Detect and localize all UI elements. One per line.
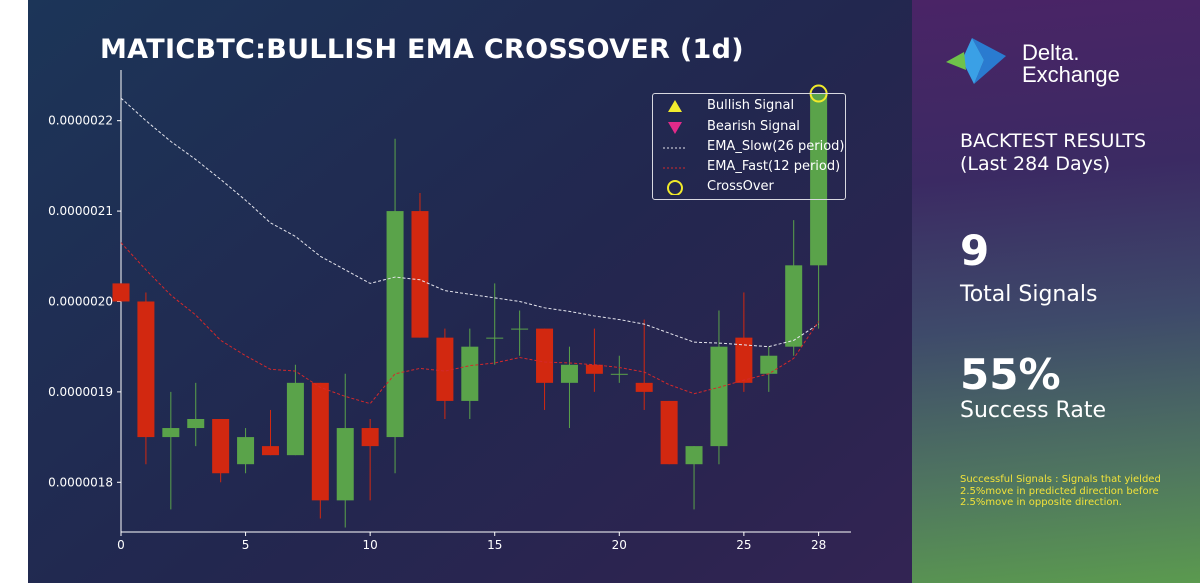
dashed-line-icon xyxy=(663,147,687,149)
legend-label: EMA_Fast(12 period) xyxy=(707,159,841,174)
bear-candle xyxy=(112,283,130,302)
y-tick-label: 0.0000018 xyxy=(48,475,113,489)
bear-candle xyxy=(635,382,653,392)
x-tick-label: 25 xyxy=(736,538,751,552)
bull-candle xyxy=(710,346,728,447)
bull-candle xyxy=(162,428,180,438)
y-tick-label: 0.0000019 xyxy=(48,385,113,399)
bear-candle xyxy=(660,400,678,465)
x-tick-label: 10 xyxy=(363,538,378,552)
bull-candle xyxy=(461,346,479,401)
bull-candle xyxy=(685,446,703,465)
bear-candle xyxy=(536,328,554,383)
bull-candle xyxy=(336,428,354,501)
triangle-up-icon xyxy=(668,100,682,112)
dashed-line-icon xyxy=(663,167,687,169)
bear-candle xyxy=(261,446,279,456)
total-signals-value: 9 xyxy=(960,226,990,275)
chart-title: MATICBTC:BULLISH EMA CROSSOVER (1d) xyxy=(100,34,744,65)
delta-logo-icon xyxy=(946,38,1006,84)
footnote: Successful Signals : Signals that yielde… xyxy=(960,474,1161,508)
candlestick-chart: 0.0000018 0.0000019 0.0000020 0.0000021 0.00… xyxy=(48,70,851,552)
results-panel: Delta. Exchange BACKTEST RESULTS (Last 2… xyxy=(912,0,1200,583)
bear-candle xyxy=(361,428,379,447)
backtest-heading: BACKTEST RESULTS xyxy=(960,130,1147,152)
bull-candle xyxy=(187,419,205,429)
x-tick-label: 15 xyxy=(487,538,502,552)
legend-label: CrossOver xyxy=(707,179,774,194)
bull-candle xyxy=(237,437,255,465)
bull-candle xyxy=(610,373,628,375)
total-signals-label: Total Signals xyxy=(960,282,1098,307)
bull-candle xyxy=(286,382,304,456)
legend-label: EMA_Slow(26 period) xyxy=(707,139,845,154)
ema-slow-line xyxy=(120,97,819,348)
bull-candle xyxy=(486,337,504,339)
chart-legend: Bullish Signal Bearish Signal EMA_Slow(2… xyxy=(652,93,846,200)
bull-candle xyxy=(810,93,828,266)
y-tick-label: 0.0000020 xyxy=(48,294,113,308)
bear-candle xyxy=(212,419,230,474)
bear-candle xyxy=(436,337,454,401)
bear-candle xyxy=(411,211,429,338)
backtest-period: (Last 284 Days) xyxy=(960,153,1111,175)
bull-candle xyxy=(386,211,404,438)
triangle-down-icon xyxy=(668,122,682,134)
bear-candle xyxy=(735,337,753,383)
bull-candle xyxy=(760,355,778,374)
chart-frame: 0.0000018 0.0000019 0.0000020 0.0000021 0.00… xyxy=(28,0,1200,583)
brand-name-sub: Exchange xyxy=(1022,62,1120,87)
legend-label: Bearish Signal xyxy=(707,119,800,134)
success-rate-value: 55% xyxy=(960,350,1061,399)
x-tick-label: 5 xyxy=(242,538,250,552)
bull-candle xyxy=(511,328,529,330)
bear-candle xyxy=(311,382,329,501)
bull-candle xyxy=(785,265,803,347)
x-tick-label: 28 xyxy=(811,538,826,552)
success-rate-label: Success Rate xyxy=(960,398,1106,423)
x-tick-label: 20 xyxy=(612,538,627,552)
brand-name: Delta. xyxy=(1022,40,1080,65)
x-tick-label: 0 xyxy=(117,538,125,552)
circle-icon xyxy=(667,180,683,195)
y-tick-label: 0.0000021 xyxy=(48,204,113,218)
bear-candle xyxy=(585,364,603,374)
y-tick-label: 0.0000022 xyxy=(48,114,113,128)
bear-candle xyxy=(137,301,155,438)
legend-label: Bullish Signal xyxy=(707,98,795,113)
bull-candle xyxy=(560,364,578,383)
